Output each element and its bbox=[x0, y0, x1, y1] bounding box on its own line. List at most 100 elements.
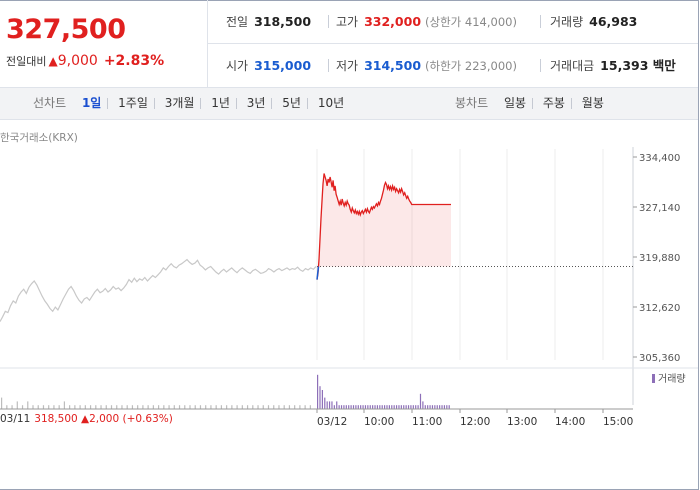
change-percent: +2.83% bbox=[103, 53, 165, 69]
open-price: 시가 315,000 bbox=[226, 58, 312, 73]
chart-tabs: 선차트 1일 1주일 3개월 1년 3년 5년 10년 봉차트 일봉 주봉 월봉 bbox=[0, 88, 698, 120]
volume-bar-today bbox=[336, 401, 338, 409]
volume-bar-prev bbox=[257, 405, 259, 409]
volume-bar-prev bbox=[236, 405, 238, 409]
volume-bar-prev bbox=[189, 405, 191, 409]
line-chart-tabs: 선차트 1일 1주일 3개월 1년 3년 5년 10년 bbox=[33, 88, 348, 119]
tab-1w[interactable]: 1주일 bbox=[118, 96, 148, 110]
trade-amount: 거래대금 15,393 백만 bbox=[550, 58, 676, 73]
volume-bar-prev bbox=[69, 405, 71, 409]
y-tick-label: 305,360 bbox=[639, 353, 680, 364]
volume-bar-today bbox=[422, 401, 424, 409]
volume-bar-today bbox=[324, 397, 326, 409]
y-tick-label: 312,620 bbox=[639, 303, 680, 314]
volume-bar-today bbox=[415, 405, 417, 409]
change-label: 전일대비 bbox=[6, 55, 47, 68]
quote-stats: 전일 318,500 고가 332,000 (상한가 414,000) 거래량 46,9… bbox=[208, 0, 698, 87]
volume-bar-prev bbox=[48, 405, 50, 409]
x-tick-label: 03/12 bbox=[317, 416, 347, 428]
volume-bar-today bbox=[395, 405, 398, 409]
volume-bar-today bbox=[398, 405, 400, 409]
volume-bar-prev bbox=[241, 405, 243, 409]
volume-bar-today bbox=[443, 405, 446, 409]
y-axis: 334,400 327,140 319,880 312,620 305,360 bbox=[633, 153, 680, 364]
price-box: 327,500 전일대비 ▲9,000 +2.83% bbox=[0, 0, 208, 87]
quote-summary: 327,500 전일대비 ▲9,000 +2.83% 전일 318,500 고가 332… bbox=[0, 0, 698, 88]
open-tick bbox=[316, 266, 320, 280]
volume: 거래량 46,983 bbox=[550, 14, 638, 29]
divider bbox=[540, 15, 541, 28]
volume-bar-today bbox=[431, 405, 434, 409]
tab-1y[interactable]: 1년 bbox=[211, 96, 230, 110]
volume-bar-today bbox=[317, 374, 319, 409]
divider bbox=[328, 59, 329, 72]
volume-bar-today bbox=[331, 401, 333, 409]
volume-bar-prev bbox=[32, 405, 34, 409]
volume-bar-prev bbox=[53, 405, 55, 409]
x-axis: 03/12 10:00 11:00 12:00 13:00 14:00 15:00 bbox=[316, 409, 633, 428]
volume-bar-prev bbox=[100, 405, 102, 409]
tab-3m[interactable]: 3개월 bbox=[164, 96, 195, 110]
tab-monthly[interactable]: 월봉 bbox=[581, 96, 604, 110]
volume-bar-today bbox=[340, 405, 343, 409]
price-change: 전일대비 ▲9,000 +2.83% bbox=[6, 53, 164, 69]
tab-weekly[interactable]: 주봉 bbox=[542, 96, 565, 110]
divider bbox=[540, 59, 541, 72]
volume-bar-prev bbox=[283, 405, 285, 409]
volume-bar-today bbox=[362, 405, 364, 409]
current-price: 327,500 bbox=[6, 14, 126, 45]
volume-bar-today bbox=[427, 405, 429, 409]
tab-3y[interactable]: 3년 bbox=[246, 96, 266, 110]
volume-bar-today bbox=[343, 405, 345, 409]
x-tick-label: 10:00 bbox=[364, 416, 394, 428]
volume-bar-prev bbox=[89, 405, 92, 409]
prev-close: 전일 318,500 bbox=[226, 14, 312, 29]
volume-bar-today bbox=[448, 405, 450, 409]
volume-bar-prev bbox=[178, 405, 181, 409]
volume-bar-prev bbox=[231, 405, 233, 409]
prev-day-series bbox=[0, 258, 317, 322]
line-chart-title: 선차트 bbox=[33, 96, 67, 110]
volume-bar-prev bbox=[184, 405, 186, 409]
volume-bar-today bbox=[424, 405, 426, 409]
volume-legend-label: 거래량 bbox=[658, 373, 686, 385]
x-tick-label: 15:00 bbox=[603, 416, 633, 428]
volume-bar-prev bbox=[27, 401, 29, 409]
volume-bar-prev bbox=[147, 405, 149, 409]
volume-bars bbox=[0, 374, 633, 410]
prev-day-summary: 03/11 318,500 ▲2,000 (+0.63%) bbox=[0, 413, 173, 425]
volume-bar-today bbox=[403, 405, 405, 409]
volume-bar-prev bbox=[294, 405, 296, 409]
x-tick-label: 13:00 bbox=[507, 416, 537, 428]
volume-bar-prev bbox=[173, 405, 175, 409]
prev-day-change: 2,000 bbox=[89, 413, 120, 425]
volume-bar-today bbox=[405, 405, 407, 409]
volume-bar-prev bbox=[11, 405, 13, 409]
volume-bar-today bbox=[345, 405, 347, 409]
volume-bar-prev bbox=[137, 405, 139, 409]
candle-chart-tabs: 봉차트 일봉 주봉 월봉 bbox=[455, 88, 608, 119]
volume-bar-today bbox=[384, 405, 386, 409]
volume-bar-prev bbox=[168, 405, 170, 409]
volume-bar-prev bbox=[105, 405, 107, 409]
volume-bar-today bbox=[412, 405, 414, 409]
volume-bar-prev bbox=[126, 405, 128, 409]
tab-daily[interactable]: 일봉 bbox=[503, 96, 527, 110]
volume-bar-prev bbox=[95, 405, 97, 409]
volume-bar-today bbox=[369, 405, 371, 409]
volume-bar-prev bbox=[273, 405, 275, 409]
change-value: 9,000 bbox=[57, 53, 98, 69]
volume-bar-today bbox=[439, 405, 441, 409]
today-line bbox=[316, 173, 451, 280]
volume-bar-today bbox=[400, 405, 402, 409]
volume-bar-today bbox=[352, 405, 355, 409]
tab-10y[interactable]: 10년 bbox=[317, 96, 345, 110]
volume-bar-today bbox=[419, 393, 422, 409]
tab-5y[interactable]: 5년 bbox=[282, 96, 301, 110]
stats-row-1: 전일 318,500 고가 332,000 (상한가 414,000) 거래량 46,9… bbox=[208, 0, 698, 44]
tab-1d[interactable]: 1일 bbox=[81, 96, 102, 110]
volume-bar-prev bbox=[252, 405, 254, 409]
x-tick-label: 12:00 bbox=[460, 416, 490, 428]
prev-day-pct: (+0.63%) bbox=[122, 413, 173, 425]
volume-bar-today bbox=[388, 405, 390, 409]
